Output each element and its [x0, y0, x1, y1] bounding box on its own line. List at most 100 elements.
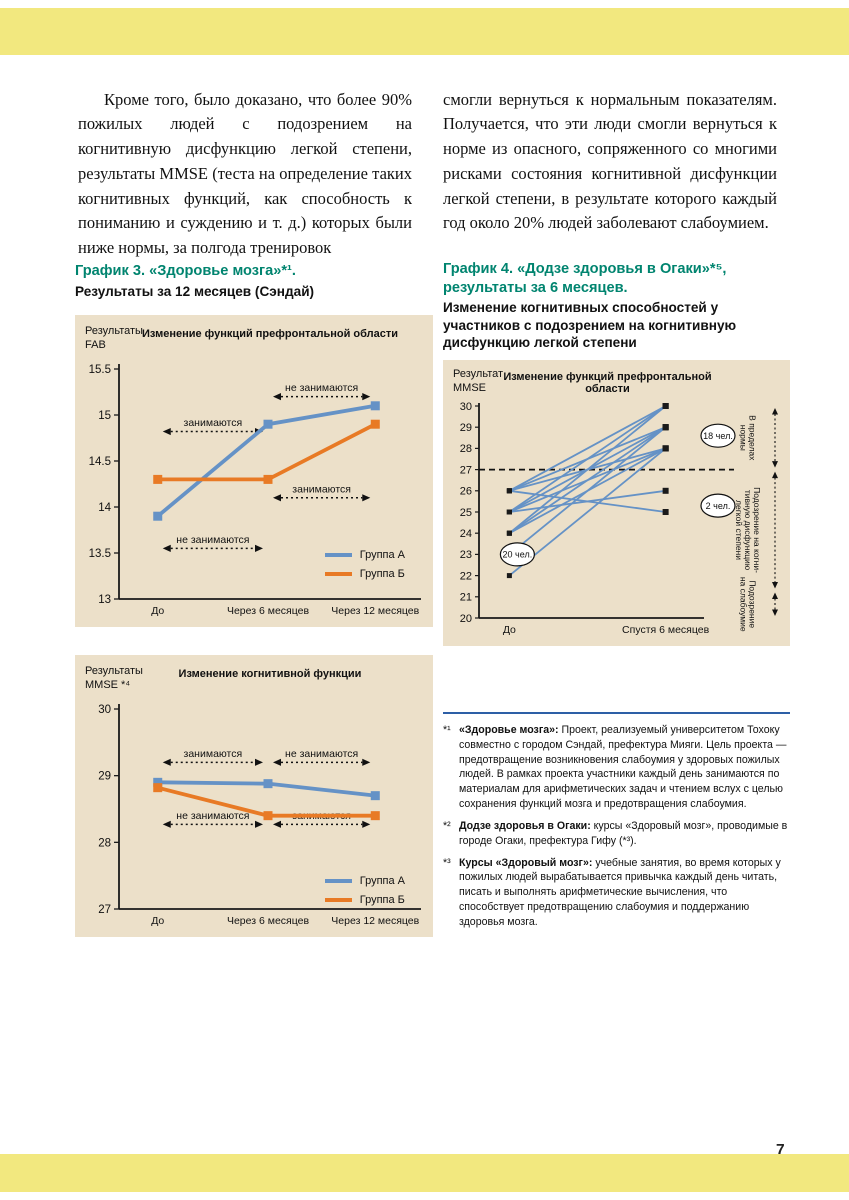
legend-line-swatch: [324, 878, 352, 883]
svg-text:тивную дисфункцию: тивную дисфункцию: [743, 490, 753, 571]
svg-text:не занимаются: не занимаются: [285, 748, 358, 760]
ogaki-chart-panel: Результат MMSE Изменение функций префрон…: [443, 360, 790, 647]
ogaki-chart: 20 21 22 23 24 25 26 27 28 29 30 До Спустя 6 месяцев…: [451, 398, 782, 642]
footnotes-divider: [443, 712, 790, 714]
footnote-3-text: учебные занятия, во время которых у пожи…: [459, 856, 781, 928]
footnote-3-lead: Курсы «Здоровый мозг»:: [459, 856, 593, 869]
chart4-heading-line1: График 4. «Додзе здоровья в Огаки»*⁵,: [443, 261, 727, 277]
bottom-color-band: [0, 1154, 849, 1192]
footnote-2-content: Додзе здоровья в Огаки: курсы «Здоровый …: [459, 819, 790, 849]
svg-text:13: 13: [98, 594, 111, 606]
svg-text:занимаются: занимаются: [184, 748, 243, 760]
svg-text:15.5: 15.5: [89, 364, 111, 376]
svg-text:нормы: нормы: [738, 425, 748, 451]
svg-text:Через 6 месяцев: Через 6 месяцев: [227, 915, 310, 927]
mmse12-chart-title: Изменение когнитивной функции: [178, 667, 362, 680]
svg-text:29: 29: [98, 771, 111, 783]
fab-chart-svg: 13 13.5 14 14.5 15 15.5 До Через 6 месяцев Через…: [89, 363, 421, 617]
svg-text:22: 22: [460, 570, 472, 582]
svg-text:Подозрение на когни-: Подозрение на когни-: [752, 487, 762, 573]
svg-text:29: 29: [460, 422, 472, 434]
ogaki-chart-svg: 20 21 22 23 24 25 26 27 28 29 30 До Спустя 6 месяцев…: [460, 401, 778, 636]
svg-text:не занимаются: не занимаются: [176, 810, 249, 822]
intro-left-paragraph: Кроме того, было доказано, что более 90%…: [78, 89, 412, 258]
page-number: 7: [776, 1142, 785, 1159]
svg-text:27: 27: [460, 464, 472, 476]
svg-text:26: 26: [460, 486, 472, 498]
svg-text:25: 25: [460, 507, 472, 519]
chart3-subheading: Результаты за 12 месяцев (Сэндай): [75, 283, 315, 299]
chart3-section: График 3. «Здоровье мозга»*¹. Результаты…: [75, 262, 433, 937]
svg-text:Через 12 месяцев: Через 12 месяцев: [331, 605, 419, 617]
footnote-1-content: «Здоровье мозга»: Проект, реализуемый ун…: [459, 723, 790, 812]
svg-text:28: 28: [98, 837, 111, 849]
fab-chart-header: Результаты FAB Изменение функций префрон…: [83, 325, 425, 359]
chart4-heading: График 4. «Додзе здоровья в Огаки»*⁵, ре…: [443, 260, 790, 297]
svg-text:легкой степени: легкой степени: [734, 500, 744, 560]
footnote-2: *² Додзе здоровья в Огаки: курсы «Здоров…: [443, 819, 790, 849]
mmse12-chart-svg: 27 28 29 30 До Через 6 месяцев Через 12 месяце…: [98, 703, 421, 927]
intro-right-column: смогли вернуться к нормальным показателя…: [443, 71, 777, 277]
footnote-3-content: Курсы «Здоровый мозг»: учебные занятия, …: [459, 856, 790, 930]
chart4-heading-line2: результаты за 6 месяцев.: [443, 279, 628, 296]
legend-line-swatch: [324, 571, 352, 576]
chart4-subheading: Изменение когнитивных способностей у уча…: [443, 300, 737, 350]
legend-label: Группа А: [359, 548, 405, 561]
mmse12-chart: 27 28 29 30 До Через 6 месяцев Через 12 месяце…: [83, 699, 425, 931]
svg-text:24: 24: [460, 528, 472, 540]
svg-text:21: 21: [460, 592, 472, 604]
svg-text:20 чел.: 20 чел.: [503, 550, 533, 560]
chart4-section: График 4. «Додзе здоровья в Огаки»*⁵, ре…: [443, 260, 790, 647]
footnote-2-marker: *²: [443, 819, 451, 832]
mmse12-chart-legend: Группа А Группа Б: [324, 874, 405, 913]
legend-label: Группа А: [359, 874, 405, 887]
svg-text:20: 20: [460, 613, 472, 625]
footnote-2-lead: Додзе здоровья в Огаки:: [459, 819, 591, 832]
legend-entry: Группа Б: [324, 567, 405, 580]
svg-text:не занимаются: не занимаются: [176, 534, 249, 546]
top-color-band: [0, 8, 849, 55]
fab-chart-ylabel: Результаты FAB: [85, 324, 143, 351]
ogaki-chart-header: Результат MMSE Изменение функций префрон…: [451, 368, 782, 398]
svg-text:Подозрение: Подозрение: [748, 580, 758, 628]
svg-text:Спустя 6 месяцев: Спустя 6 месяцев: [622, 624, 710, 636]
legend-label: Группа Б: [359, 893, 405, 906]
svg-text:До: До: [151, 605, 164, 617]
svg-text:18 чел.: 18 чел.: [703, 431, 733, 441]
fab-chart: 13 13.5 14 14.5 15 15.5 До Через 6 месяцев Через…: [83, 359, 425, 621]
legend-entry: Группа А: [324, 874, 405, 887]
svg-text:Через 6 месяцев: Через 6 месяцев: [227, 605, 310, 617]
intro-text: Кроме того, было доказано, что более 90%…: [78, 71, 777, 277]
mmse12-chart-ylabel: Результаты MMSE *⁴: [85, 664, 143, 691]
fab-chart-legend: Группа А Группа Б: [324, 548, 405, 587]
legend-line-swatch: [324, 897, 352, 902]
svg-text:2 чел.: 2 чел.: [706, 501, 731, 511]
ogaki-chart-title: Изменение функций префронтальной области: [503, 371, 712, 396]
legend-entry: Группа А: [324, 548, 405, 561]
svg-text:27: 27: [98, 904, 111, 916]
legend-label: Группа Б: [359, 567, 405, 580]
svg-text:14: 14: [98, 502, 111, 514]
footnote-1-lead: «Здоровье мозга»:: [459, 724, 559, 736]
svg-text:занимаются: занимаются: [184, 417, 243, 429]
svg-text:В пределах: В пределах: [748, 415, 758, 461]
footnote-1: *¹ «Здоровье мозга»: Проект, реализуемый…: [443, 723, 790, 812]
svg-text:на слабоумие: на слабоумие: [738, 577, 748, 632]
svg-text:не занимаются: не занимаются: [285, 382, 358, 394]
footnotes: *¹ «Здоровье мозга»: Проект, реализуемый…: [443, 712, 790, 937]
svg-text:13.5: 13.5: [89, 548, 111, 560]
svg-text:28: 28: [460, 443, 472, 455]
mmse12-chart-panel: Результаты MMSE *⁴ Изменение когнитивной…: [75, 654, 433, 937]
svg-text:30: 30: [98, 704, 111, 716]
footnote-3: *³ Курсы «Здоровый мозг»: учебные заняти…: [443, 856, 790, 930]
mmse12-chart-header: Результаты MMSE *⁴ Изменение когнитивной…: [83, 665, 425, 699]
svg-text:занимаются: занимаются: [292, 483, 351, 495]
footnote-3-marker: *³: [443, 856, 451, 869]
svg-text:До: До: [503, 624, 516, 636]
svg-text:30: 30: [460, 401, 472, 413]
svg-text:Через 12 месяцев: Через 12 месяцев: [331, 915, 419, 927]
svg-text:15: 15: [98, 410, 111, 422]
chart3-heading: График 3. «Здоровье мозга»*¹.: [75, 263, 296, 279]
footnote-2-text: курсы «Здоровый мозг», проводимые в горо…: [459, 819, 788, 847]
fab-chart-title: Изменение функций префронтальной области: [141, 327, 399, 340]
